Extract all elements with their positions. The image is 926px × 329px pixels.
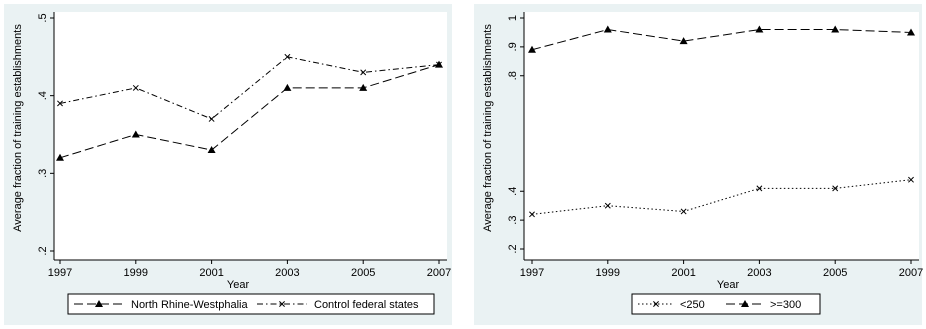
data-point xyxy=(359,83,368,91)
legend-marker-1 xyxy=(653,301,659,307)
x-tick-label: 2007 xyxy=(899,267,923,279)
data-point xyxy=(680,208,687,215)
legend-marker-2 xyxy=(741,300,749,307)
data-point xyxy=(56,153,64,161)
chart-right: .2 .3 .4 .8 .9 1 1997 1999 2001 2003 2005 2007 Year A… xyxy=(482,12,923,315)
data-point xyxy=(132,84,139,91)
data-point xyxy=(831,25,840,33)
x-tick-label: 2003 xyxy=(275,267,299,279)
y-tick-label: .4 xyxy=(37,91,49,100)
legend-label-2: >=300 xyxy=(770,299,801,311)
legend-label-2: Control federal states xyxy=(314,299,419,311)
y-tick-label: .3 xyxy=(507,216,519,225)
x-tick-label: 1999 xyxy=(596,267,620,279)
data-point xyxy=(436,61,442,68)
chart-left: .2 .3 .4 .5 1997 1999 2001 2003 2005 2007 Year Aver… xyxy=(12,12,451,315)
chart-panel-right: .2 .3 .4 .8 .9 1 1997 1999 2001 2003 2005 2007 Year A… xyxy=(474,4,923,325)
legend-label-1: North Rhine-Westphalia xyxy=(131,299,248,311)
x-tick-label: 2007 xyxy=(427,267,451,279)
x-tick-label: 1997 xyxy=(48,267,72,279)
y-tick-label: .2 xyxy=(37,246,49,255)
legend-marker-1 xyxy=(95,300,103,307)
x-tick-label: 1997 xyxy=(520,267,544,279)
series-line-1 xyxy=(531,179,912,215)
data-point xyxy=(603,25,612,33)
plot-area xyxy=(54,12,447,260)
y-tick-label: .8 xyxy=(507,71,519,80)
data-point xyxy=(283,83,292,91)
y-tick-label: .5 xyxy=(37,13,49,22)
y-axis-title: Average fraction of training establishme… xyxy=(12,24,24,232)
x-tick-label: 2005 xyxy=(823,267,847,279)
data-point xyxy=(360,69,367,76)
x-tick-label: 1999 xyxy=(124,267,148,279)
plot-area xyxy=(524,12,919,260)
x-tick-label: 2003 xyxy=(747,267,771,279)
y-tick-label: .3 xyxy=(37,169,49,178)
data-point xyxy=(528,45,536,53)
x-axis-title: Year xyxy=(717,279,740,291)
y-tick-label: 1 xyxy=(507,15,519,21)
data-point xyxy=(755,25,764,33)
y-tick-label: .2 xyxy=(507,244,519,253)
x-axis-title: Year xyxy=(227,279,250,291)
series-line-1 xyxy=(59,64,440,159)
series-line-2 xyxy=(59,56,440,120)
x-tick-label: 2005 xyxy=(351,267,375,279)
x-tick-label: 2001 xyxy=(199,267,223,279)
data-point xyxy=(832,185,839,192)
y-tick-label: .4 xyxy=(507,187,519,196)
data-point xyxy=(57,100,63,107)
data-point xyxy=(207,146,216,154)
data-point xyxy=(907,28,915,36)
series-line-2 xyxy=(531,29,912,51)
data-point xyxy=(756,185,763,192)
x-tick-label: 2001 xyxy=(671,267,695,279)
legend-box xyxy=(67,293,435,315)
y-tick-label: .9 xyxy=(507,42,519,51)
data-point xyxy=(284,53,291,60)
data-point xyxy=(604,202,611,209)
y-axis-title: Average fraction of training establishme… xyxy=(482,24,494,232)
data-point xyxy=(529,211,535,218)
chart-panel-left: .2 .3 .4 .5 1997 1999 2001 2003 2005 2007 Year Aver… xyxy=(4,4,452,325)
legend-marker-2 xyxy=(279,301,285,307)
data-point xyxy=(208,116,215,122)
legend-label-1: <250 xyxy=(680,299,705,311)
data-point xyxy=(908,176,914,183)
data-point xyxy=(679,37,688,45)
data-point xyxy=(131,130,140,138)
